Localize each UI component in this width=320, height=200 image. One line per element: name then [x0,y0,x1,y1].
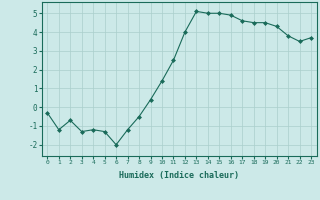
X-axis label: Humidex (Indice chaleur): Humidex (Indice chaleur) [119,171,239,180]
